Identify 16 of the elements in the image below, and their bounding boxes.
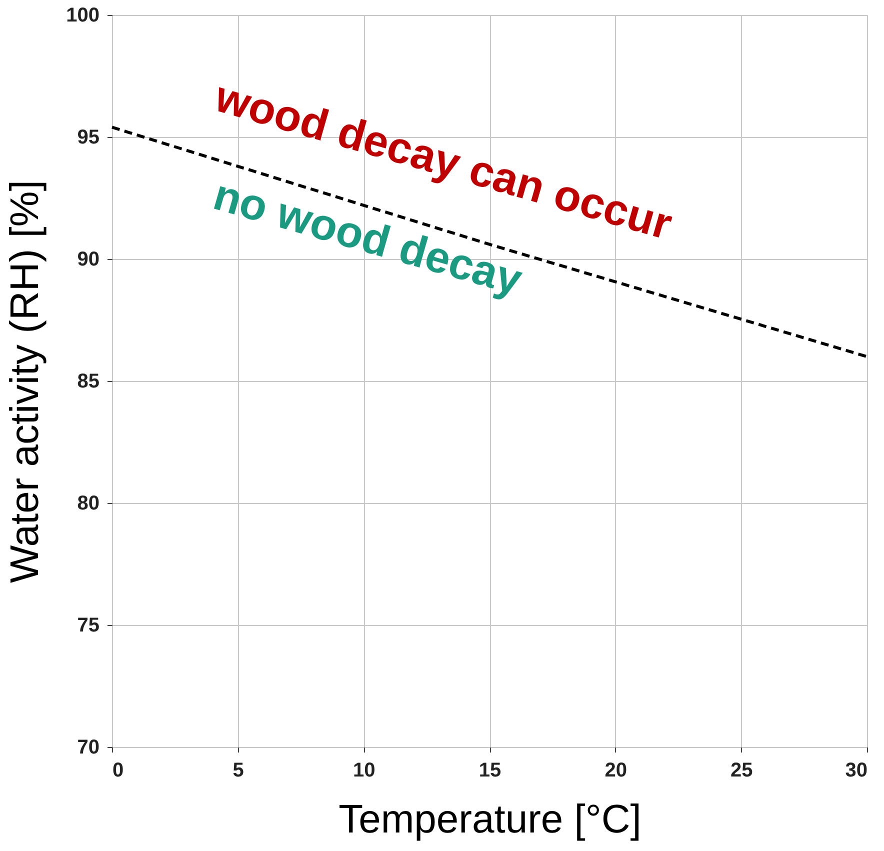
x-tick-label: 5: [232, 760, 244, 782]
y-tick-label: 95: [77, 126, 100, 148]
y-tick-label: 85: [77, 370, 100, 392]
y-tick-label: 75: [77, 614, 100, 636]
y-tick-label: 100: [66, 4, 100, 26]
x-axis-title: Temperature [°C]: [338, 798, 642, 842]
y-tick-label: 90: [77, 248, 100, 270]
x-tick-label: 20: [604, 760, 627, 782]
x-tick-label: 30: [845, 760, 868, 782]
x-tick-label: 0: [112, 760, 124, 782]
x-tick-label: 25: [730, 760, 753, 782]
y-tick-label: 70: [77, 736, 100, 758]
x-tick-label: 10: [353, 760, 376, 782]
y-tick-label: 80: [77, 492, 100, 514]
y-axis-title: Water activity (RH) [%]: [3, 180, 48, 583]
x-tick-label: 15: [478, 760, 502, 782]
